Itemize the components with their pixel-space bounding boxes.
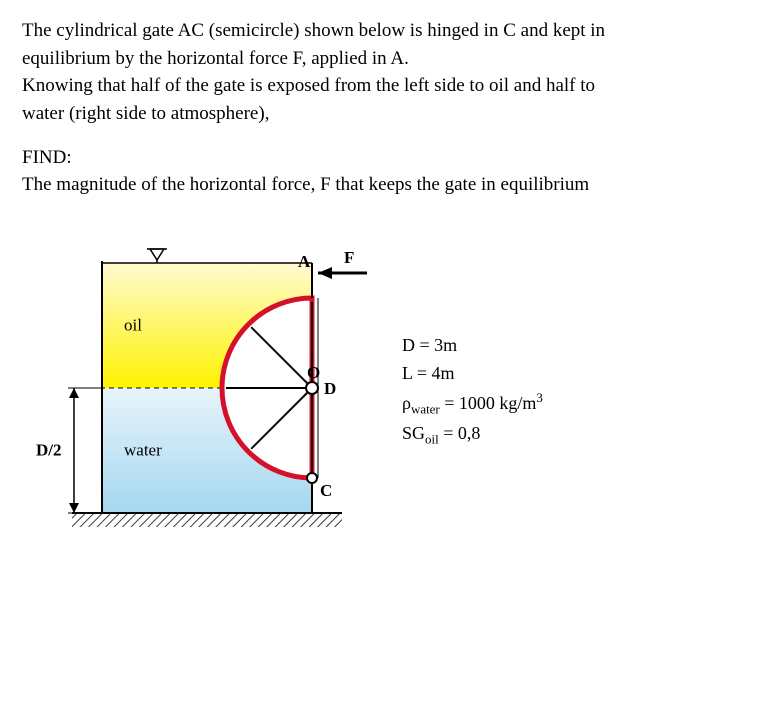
- para2-line2: water (right side to atmosphere),: [22, 101, 739, 127]
- label-D-half: D/2: [36, 440, 62, 459]
- sg-rest: = 0,8: [439, 423, 481, 443]
- gate-hub: [306, 382, 318, 394]
- label-oil: oil: [124, 315, 142, 334]
- dim-d2-arrow-top: [69, 388, 79, 398]
- rho-prefix: ρ: [402, 393, 411, 413]
- question-text: The magnitude of the horizontal force, F…: [22, 172, 739, 198]
- rho-sup: 3: [536, 390, 542, 405]
- dim-d2-arrow-bot: [69, 503, 79, 513]
- force-f-arrow-head: [318, 267, 332, 279]
- label-water: water: [124, 440, 162, 459]
- hinge-c: [307, 473, 317, 483]
- figure-area: AFDOCoilwaterD/2 D = 3m L = 4m ρwater = …: [32, 218, 739, 564]
- label-A: A: [298, 252, 311, 271]
- param-rho: ρwater = 1000 kg/m3: [402, 388, 543, 420]
- para1-line1: The cylindrical gate AC (semicircle) sho…: [22, 18, 739, 44]
- sg-prefix: SG: [402, 423, 425, 443]
- rho-rest: = 1000 kg/m: [440, 393, 537, 413]
- sg-sub: oil: [425, 431, 439, 446]
- diagram-svg: AFDOCoilwaterD/2: [32, 218, 372, 558]
- free-surface-icon: [150, 249, 164, 260]
- rho-sub: water: [411, 402, 440, 417]
- diagram-svg-wrap: AFDOCoilwaterD/2: [32, 218, 372, 564]
- param-sg: SGoil = 0,8: [402, 420, 543, 450]
- label-D: D: [324, 379, 336, 398]
- ground-hatch: [72, 513, 342, 527]
- param-D: D = 3m: [402, 332, 543, 360]
- parameters-block: D = 3m L = 4m ρwater = 1000 kg/m3 SGoil …: [402, 332, 543, 449]
- label-C: C: [320, 481, 332, 500]
- para1-line2: equilibrium by the horizontal force F, a…: [22, 46, 739, 72]
- param-L: L = 4m: [402, 360, 543, 388]
- label-F: F: [344, 248, 354, 267]
- find-label: FIND:: [22, 145, 739, 171]
- para2-line1: Knowing that half of the gate is exposed…: [22, 73, 739, 99]
- problem-statement: The cylindrical gate AC (semicircle) sho…: [22, 18, 739, 198]
